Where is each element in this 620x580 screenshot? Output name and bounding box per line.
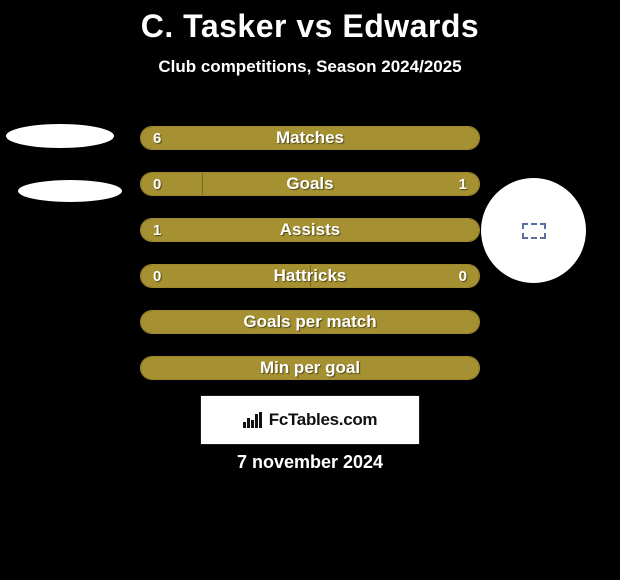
bar-label: Matches: [141, 127, 479, 149]
comparison-bars: Matches6Goals01Assists1Hattricks00Goals …: [140, 126, 480, 402]
page-title: C. Tasker vs Edwards: [0, 0, 620, 45]
bar-value-left: 0: [153, 173, 161, 195]
stat-bar-goals: Goals0 1: [140, 172, 480, 196]
subtitle: Club competitions, Season 2024/2025: [0, 57, 620, 77]
bar-value-right: 0: [459, 265, 467, 287]
badge-placeholder-icon: [522, 223, 546, 239]
bar-value-left: 0: [153, 265, 161, 287]
bar-label: Hattricks: [141, 265, 479, 287]
player-badge: [481, 178, 586, 283]
bar-label: Goals: [141, 173, 479, 195]
bar-label: Assists: [141, 219, 479, 241]
player-oval-0: [6, 124, 114, 148]
brand-box[interactable]: FcTables.com: [200, 395, 420, 445]
brand-chart-icon: [243, 412, 263, 428]
brand-text: FcTables.com: [269, 410, 378, 430]
bar-label: Min per goal: [141, 357, 479, 379]
bar-value-right: 1: [459, 173, 467, 195]
player-oval-1: [18, 180, 122, 202]
stat-bar-hattricks: Hattricks0 0: [140, 264, 480, 288]
stat-bar-matches: Matches6: [140, 126, 480, 150]
bar-label: Goals per match: [141, 311, 479, 333]
bar-value-left: 1: [153, 219, 161, 241]
stat-bar-assists: Assists1: [140, 218, 480, 242]
stat-bar-min-per-goal: Min per goal: [140, 356, 480, 380]
bar-value-left: 6: [153, 127, 161, 149]
date-label: 7 november 2024: [0, 452, 620, 473]
stat-bar-goals-per-match: Goals per match: [140, 310, 480, 334]
